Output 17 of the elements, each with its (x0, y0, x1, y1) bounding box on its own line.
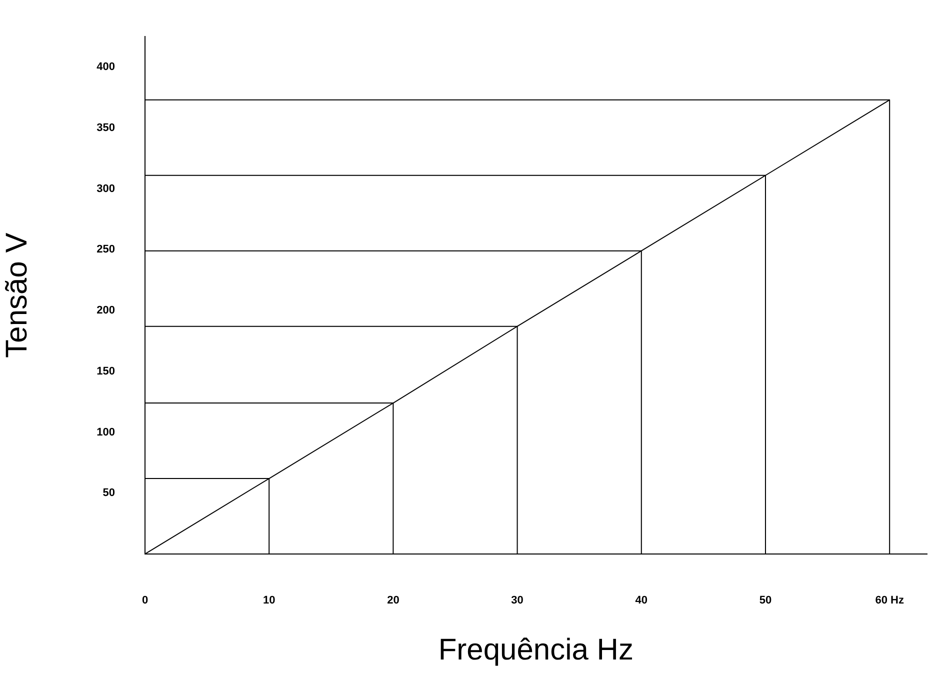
x-axis-title: Frequência Hz (438, 633, 634, 666)
x-tick-label: 60 Hz (875, 594, 904, 607)
y-tick-label: 50 (102, 487, 115, 500)
y-tick-label: 350 (96, 122, 115, 134)
y-tick-label: 200 (96, 304, 115, 317)
x-tick-label: 10 (262, 594, 276, 607)
y-tick-label: 300 (96, 182, 115, 195)
y-tick-label: 150 (96, 365, 115, 378)
x-tick-label: 30 (511, 594, 524, 607)
y-axis-title: Tensão V (0, 232, 34, 358)
x-tick-label: 50 (759, 594, 772, 607)
x-tick-label: 0 (142, 594, 148, 607)
y-tick-label: 250 (96, 244, 115, 256)
y-tick-label: 400 (96, 61, 115, 74)
x-tick-label: 20 (387, 594, 400, 607)
y-tick-label: 100 (96, 426, 115, 438)
x-tick-label: 40 (635, 594, 648, 607)
